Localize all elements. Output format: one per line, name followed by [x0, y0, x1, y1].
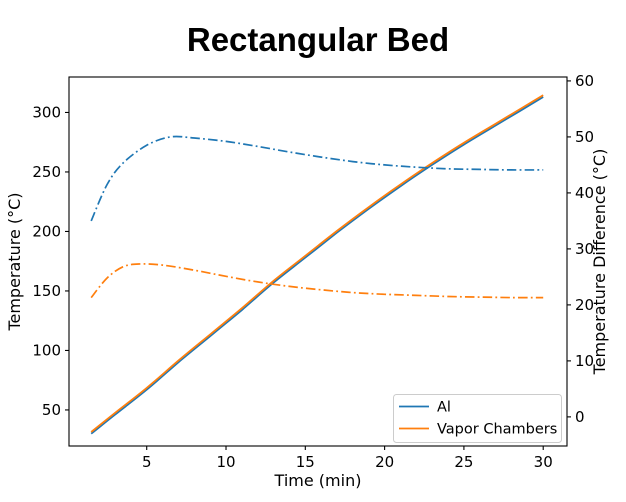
y-tick-label-right: 60	[575, 72, 594, 90]
y-tick-label-right: 0	[575, 408, 585, 426]
x-tick-label: 25	[454, 453, 473, 471]
plot-series	[90, 94, 544, 435]
series-al-temperature	[90, 96, 544, 435]
x-tick-label: 5	[142, 453, 152, 471]
x-tick-label: 20	[375, 453, 394, 471]
y-tick-label-right: 10	[575, 352, 594, 370]
legend-item-vapor-chambers: Vapor Chambers	[399, 422, 557, 438]
legend-label-al: Al	[437, 400, 451, 416]
legend: Al Vapor Chambers	[393, 394, 562, 443]
plot-border	[68, 76, 568, 447]
y-tick-label-right: 40	[575, 184, 594, 202]
chart-title: Rectangular Bed	[187, 21, 449, 58]
series-vapor-chambers-temperature-difference	[90, 263, 544, 299]
y-tick-label-left: 150	[32, 282, 61, 300]
legend-item-al: Al	[399, 400, 451, 416]
legend-label-vapor-chambers: Vapor Chambers	[437, 422, 557, 438]
y-tick-label-right: 30	[575, 240, 594, 258]
axis-ticks: 5 10 15 20 25 30 50 100 150 200 250 300 0 10 20 30 40 50 6…	[32, 72, 594, 471]
y-axis-label-right: Temperature Difference (°C)	[590, 149, 609, 376]
x-tick-label: 30	[534, 453, 553, 471]
legend-frame	[393, 394, 562, 443]
x-tick-label: 15	[296, 453, 315, 471]
y-tick-label-right: 20	[575, 296, 594, 314]
y-tick-label-right: 50	[575, 128, 594, 146]
y-tick-label-left: 100	[32, 341, 61, 359]
series-al-temperature-difference	[90, 135, 544, 222]
x-axis-label: Time (min)	[274, 471, 362, 490]
y-tick-label-left: 300	[32, 103, 61, 121]
y-tick-label-left: 250	[32, 163, 61, 181]
series-vapor-chambers-temperature	[90, 94, 544, 433]
y-tick-label-left: 50	[42, 401, 61, 419]
x-tick-label: 10	[216, 453, 235, 471]
y-tick-label-left: 200	[32, 222, 61, 240]
y-axis-label-left: Temperature (°C)	[5, 192, 24, 331]
